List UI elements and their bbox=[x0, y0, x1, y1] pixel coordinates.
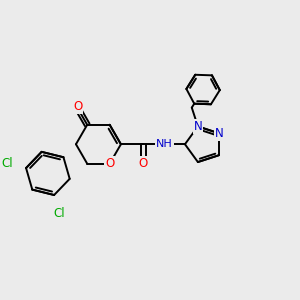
Text: NH: NH bbox=[156, 139, 173, 149]
Text: O: O bbox=[105, 157, 114, 170]
Text: N: N bbox=[214, 127, 223, 140]
Text: N: N bbox=[194, 120, 202, 133]
Text: Cl: Cl bbox=[54, 207, 65, 220]
Text: Cl: Cl bbox=[2, 157, 13, 170]
Text: O: O bbox=[139, 157, 148, 170]
Text: O: O bbox=[73, 100, 82, 113]
